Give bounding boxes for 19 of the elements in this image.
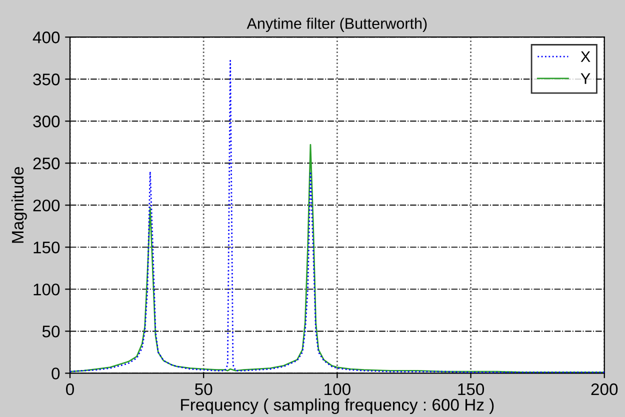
- y-tick-label: 400: [32, 32, 60, 44]
- x-tick-label: 100: [324, 383, 350, 396]
- y-tick-label: 200: [33, 200, 60, 212]
- y-tick-label: 350: [33, 74, 60, 86]
- legend-label: Y: [580, 73, 590, 84]
- x-tick-label: 200: [591, 383, 618, 396]
- x-tick-label: 0: [66, 383, 74, 396]
- y-axis-title: Magnitude: [11, 166, 27, 243]
- y-tick-label: 250: [33, 158, 60, 170]
- chart-title: Anytime filter (Butterworth): [246, 18, 427, 32]
- y-tick-label: 100: [34, 284, 60, 296]
- y-tick-label: 300: [33, 116, 60, 128]
- x-tick-label: 150: [458, 383, 484, 396]
- y-tick-label: 0: [52, 368, 60, 380]
- y-tick-label: 150: [34, 242, 60, 254]
- x-axis-title: Frequency ( sampling frequency : 600 Hz ): [181, 398, 494, 414]
- legend-label: X: [580, 51, 590, 62]
- y-tick-label: 50: [42, 326, 60, 338]
- x-tick-label: 50: [194, 383, 212, 396]
